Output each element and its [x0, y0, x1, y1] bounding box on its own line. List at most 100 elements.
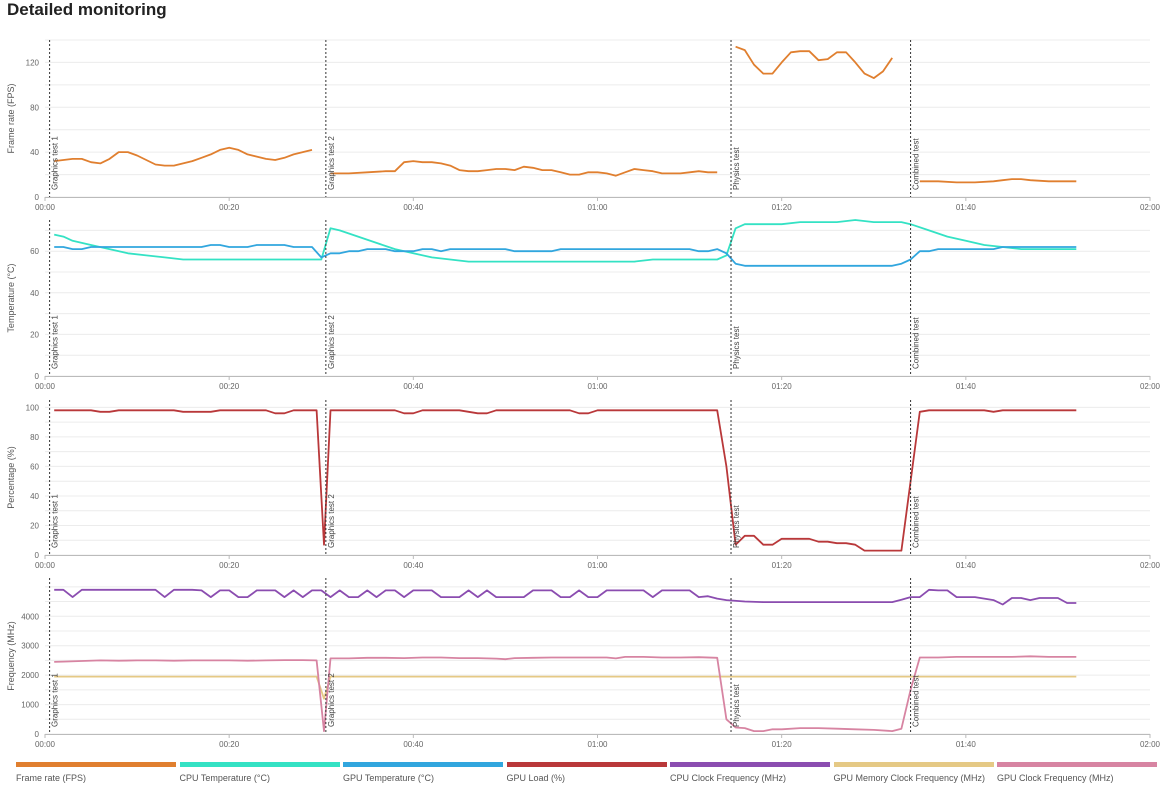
x-tick-label: 00:20: [219, 561, 240, 570]
series-line: [54, 655, 1077, 732]
legend-swatch: [343, 762, 503, 767]
y-axis-label: Frame rate (FPS): [6, 83, 16, 153]
y-tick-label: 0: [35, 193, 40, 202]
series-line: [54, 588, 1077, 606]
legend-label: GPU Memory Clock Frequency (MHz): [833, 773, 986, 783]
legend-swatch: [16, 762, 176, 767]
x-tick-label: 00:40: [403, 561, 424, 570]
y-tick-label: 4000: [21, 612, 39, 621]
y-tick-label: 80: [30, 103, 39, 112]
y-tick-label: 2000: [21, 671, 39, 680]
x-tick-label: 00:40: [403, 740, 424, 749]
x-tick-label: 01:20: [772, 382, 793, 391]
chart-legend: Frame rate (FPS) CPU Temperature (°C) GPU …: [0, 762, 1169, 788]
test-marker-label: Combined test: [912, 317, 921, 369]
legend-swatch: [506, 762, 667, 767]
y-tick-label: 40: [30, 289, 39, 298]
y-tick-label: 0: [35, 730, 40, 739]
legend-label: CPU Clock Frequency (MHz): [670, 773, 787, 783]
test-marker-label: Graphics test 2: [327, 315, 336, 369]
legend-label: GPU Clock Frequency (MHz): [997, 773, 1114, 783]
y-tick-label: 40: [30, 148, 39, 157]
legend-item[interactable]: GPU Memory Clock Frequency (MHz): [833, 762, 994, 783]
y-tick-label: 60: [30, 247, 39, 256]
legend-label: GPU Load (%): [506, 773, 566, 783]
y-tick-label: 0: [35, 551, 40, 560]
x-tick-label: 01:20: [772, 561, 793, 570]
legend-swatch: [997, 762, 1157, 767]
series-line: [54, 219, 1077, 263]
x-tick-label: 00:00: [35, 203, 56, 212]
x-tick-label: 01:00: [587, 561, 608, 570]
x-tick-label: 01:20: [772, 203, 793, 212]
x-tick-label: 00:00: [35, 561, 56, 570]
legend-item[interactable]: CPU Clock Frequency (MHz): [670, 762, 830, 783]
x-tick-label: 02:00: [1140, 740, 1161, 749]
legend-swatch: [670, 762, 830, 767]
series-line: [54, 244, 1077, 267]
chart-panel-2: 0 20 40 60 00:00 00:20 00:40 01:00 01:20 01:40 02:…: [6, 219, 1161, 391]
x-tick-label: 01:20: [772, 740, 793, 749]
test-marker-label: Combined test: [912, 138, 921, 190]
y-tick-label: 120: [26, 58, 40, 67]
series-line: [54, 675, 1077, 700]
x-tick-label: 01:00: [587, 740, 608, 749]
test-marker-label: Graphics test 2: [327, 494, 336, 548]
test-marker-label: Physics test: [732, 147, 741, 190]
legend-item[interactable]: GPU Temperature (°C): [343, 762, 503, 783]
x-tick-label: 00:20: [219, 203, 240, 212]
x-tick-label: 00:40: [403, 382, 424, 391]
y-axis-label: Percentage (%): [6, 446, 16, 509]
y-tick-label: 60: [30, 462, 39, 471]
test-marker-label: Combined test: [912, 496, 921, 548]
series-line: [919, 178, 1077, 184]
x-tick-label: 02:00: [1140, 382, 1161, 391]
series-line: [330, 160, 718, 177]
y-tick-label: 20: [30, 330, 39, 339]
legend-label: Frame rate (FPS): [16, 773, 87, 783]
legend-item[interactable]: Frame rate (FPS): [16, 762, 176, 783]
y-tick-label: 0: [35, 372, 40, 381]
x-tick-label: 02:00: [1140, 203, 1161, 212]
legend-swatch: [833, 762, 994, 767]
x-tick-label: 01:00: [587, 203, 608, 212]
page-title: Detailed monitoring: [7, 0, 167, 19]
x-tick-label: 01:40: [956, 561, 977, 570]
test-marker-label: Graphics test 2: [327, 136, 336, 190]
test-marker-label: Physics test: [732, 326, 741, 369]
series-line: [54, 409, 1077, 552]
chart-panel-3: 0 20 40 60 80 100 00:00 00:20 00:40 01:00 01:20 01:…: [6, 400, 1161, 570]
test-marker-label: Graphics test 1: [51, 136, 60, 190]
test-marker-label: Graphics test 2: [327, 673, 336, 727]
x-tick-label: 00:20: [219, 740, 240, 749]
x-tick-label: 02:00: [1140, 561, 1161, 570]
chart-panel-1: 0 40 80 120 00:00 00:20 00:40 01:00 01:20 01:40 02…: [6, 39, 1161, 212]
legend-swatch: [179, 762, 340, 767]
y-tick-label: 3000: [21, 642, 39, 651]
test-marker-label: Graphics test 1: [51, 673, 60, 727]
series-line: [735, 45, 893, 79]
x-tick-label: 00:00: [35, 382, 56, 391]
x-tick-label: 01:40: [956, 740, 977, 749]
test-marker-label: Combined test: [912, 675, 921, 727]
test-marker-label: Physics test: [732, 684, 741, 727]
y-axis-label: Temperature (°C): [6, 263, 16, 332]
y-tick-label: 20: [30, 521, 39, 530]
y-tick-label: 80: [30, 433, 39, 442]
x-tick-label: 00:20: [219, 382, 240, 391]
y-axis-label: Frequency (MHz): [6, 621, 16, 691]
legend-label: CPU Temperature (°C): [179, 773, 270, 783]
x-tick-label: 01:00: [587, 382, 608, 391]
x-tick-label: 00:40: [403, 203, 424, 212]
x-tick-label: 00:00: [35, 740, 56, 749]
legend-item[interactable]: GPU Load (%): [506, 762, 667, 783]
test-marker-label: Physics test: [732, 505, 741, 548]
legend-label: GPU Temperature (°C): [343, 773, 434, 783]
y-tick-label: 40: [30, 492, 39, 501]
x-tick-label: 01:40: [956, 382, 977, 391]
x-tick-label: 01:40: [956, 203, 977, 212]
test-marker-label: Graphics test 1: [51, 494, 60, 548]
y-tick-label: 1000: [21, 701, 39, 710]
legend-item[interactable]: GPU Clock Frequency (MHz): [997, 762, 1157, 783]
legend-item[interactable]: CPU Temperature (°C): [179, 762, 340, 783]
